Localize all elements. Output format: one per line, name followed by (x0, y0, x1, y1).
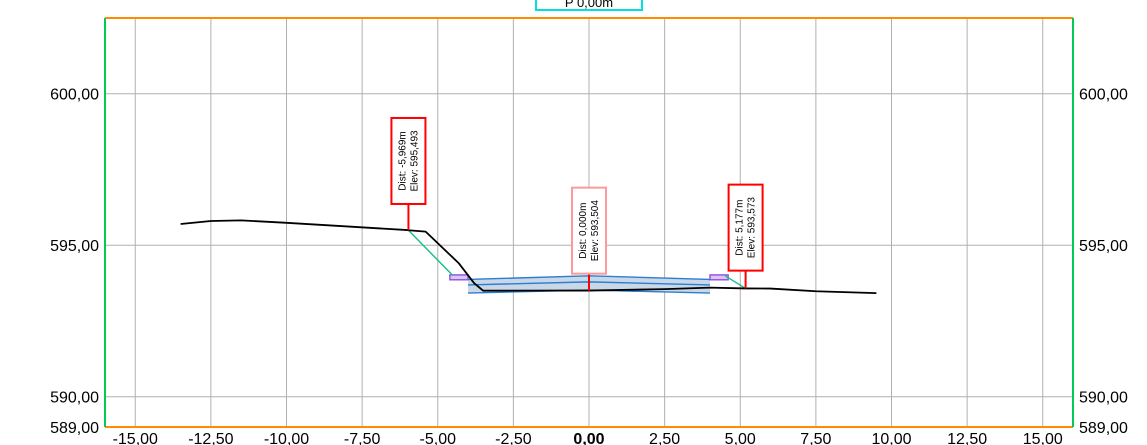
annotation-box (727, 183, 764, 272)
x-tick-label: 0,00 (573, 431, 604, 445)
y-tick-label-left: 589,00 (50, 420, 99, 437)
series-ground (180, 219, 877, 294)
annotation-elev: Elev: 593,573 (747, 197, 758, 259)
y-tick-label-right: 589,00 (1079, 420, 1128, 437)
annotation-elev: Elev: 595,493 (409, 130, 420, 192)
x-tick-label: 7,50 (800, 431, 831, 445)
x-tick-label: 2,50 (649, 431, 680, 445)
x-tick-label: -10,00 (264, 431, 309, 445)
tick-labels: -15,00 -12,50 -10,00 -7,50 -5,00 -2,50 0,00 2,5… (50, 87, 1128, 445)
annotation-dist: Dist: 0,000m (578, 203, 589, 259)
x-tick-label: -15,00 (113, 431, 158, 445)
series-slope-left (407, 229, 454, 277)
curb (449, 274, 469, 281)
y-tick-label-left: 590,00 (50, 390, 99, 407)
annotation-dist: Dist: -5,969m (397, 131, 408, 190)
x-tick-label: 5,00 (725, 431, 756, 445)
x-tick-label: 15,00 (1023, 431, 1063, 445)
x-tick-label: -5,00 (420, 431, 457, 445)
y-tick-label-right: 595,00 (1079, 238, 1128, 255)
annotation-elev: Elev: 593,504 (590, 200, 601, 262)
plot-frame (104, 17, 1074, 428)
x-tick-label: 12,50 (947, 431, 987, 445)
x-tick-label: 10,00 (871, 431, 911, 445)
annotation-dist: Dist: 5,177m (735, 200, 746, 256)
y-tick-label-right: 600,00 (1079, 87, 1128, 104)
x-tick-label: -7,50 (344, 431, 381, 445)
y-tick-label-right: 590,00 (1079, 390, 1128, 407)
x-tick-label: -2,50 (495, 431, 532, 445)
chart-title: P 0,00m (535, 0, 643, 11)
y-tick-label-left: 600,00 (50, 87, 99, 104)
series-slope-right (724, 275, 746, 290)
y-tick-label-left: 595,00 (50, 238, 99, 255)
annotation-box (571, 186, 607, 275)
x-tick-label: -12,50 (188, 431, 233, 445)
annotation-box (390, 116, 427, 205)
